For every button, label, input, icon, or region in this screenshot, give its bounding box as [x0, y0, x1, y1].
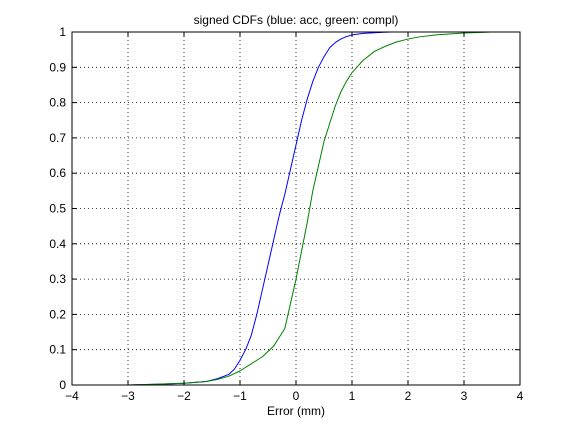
ticks: −4 −3 −2 −1 0 1 2 3 4 0 0.1 0.2 0.3 0.4 0.5 0.6 0.7 0.8 0.… — [49, 25, 523, 403]
x-tick-label: −4 — [65, 389, 79, 403]
y-tick-label: 0.4 — [49, 237, 66, 251]
y-tick-label: 0.3 — [49, 272, 66, 286]
x-tick-label: 0 — [293, 389, 300, 403]
y-tick-label: 0.7 — [49, 131, 66, 145]
x-tick-label: −2 — [177, 389, 191, 403]
series-line-1 — [88, 31, 464, 386]
series-layer — [88, 31, 520, 386]
x-tick-label: −1 — [233, 389, 247, 403]
x-tick-label: 4 — [517, 389, 524, 403]
y-tick-label: 0.1 — [49, 343, 66, 357]
y-tick-label: 0.8 — [49, 96, 66, 110]
y-tick-label: 0.9 — [49, 60, 66, 74]
y-tick-label: 0.2 — [49, 307, 66, 321]
y-tick-label: 0.5 — [49, 202, 66, 216]
x-axis-label: Error (mm) — [267, 404, 325, 418]
x-tick-label: 2 — [405, 389, 412, 403]
gridlines — [72, 32, 520, 385]
x-tick-label: −3 — [121, 389, 135, 403]
chart-title: signed CDFs (blue: acc, green: compl) — [194, 13, 399, 27]
x-tick-label: 1 — [349, 389, 356, 403]
y-tick-label: 0 — [59, 378, 66, 392]
y-tick-label: 0.6 — [49, 166, 66, 180]
x-tick-label: 3 — [461, 389, 468, 403]
series-line-2 — [88, 31, 520, 386]
y-tick-label: 1 — [59, 25, 66, 39]
